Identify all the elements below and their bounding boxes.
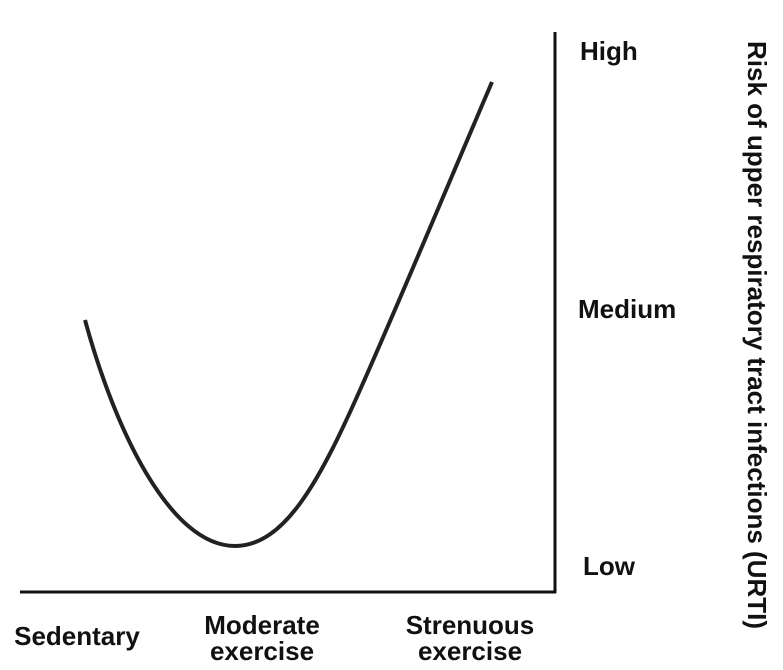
y-level-label: Medium	[578, 294, 676, 324]
x-level-label: Sedentary	[14, 621, 140, 651]
x-level-label: exercise	[418, 636, 522, 666]
j-curve	[83, 81, 494, 549]
y-level-label: Low	[583, 551, 636, 581]
x-level-label: Strenuous	[406, 610, 535, 640]
x-level-label: exercise	[210, 636, 314, 666]
y-axis-title: Risk of upper respiratory tract infectio…	[742, 41, 772, 629]
x-level-label: Moderate	[204, 610, 320, 640]
y-level-label: High	[580, 36, 638, 66]
